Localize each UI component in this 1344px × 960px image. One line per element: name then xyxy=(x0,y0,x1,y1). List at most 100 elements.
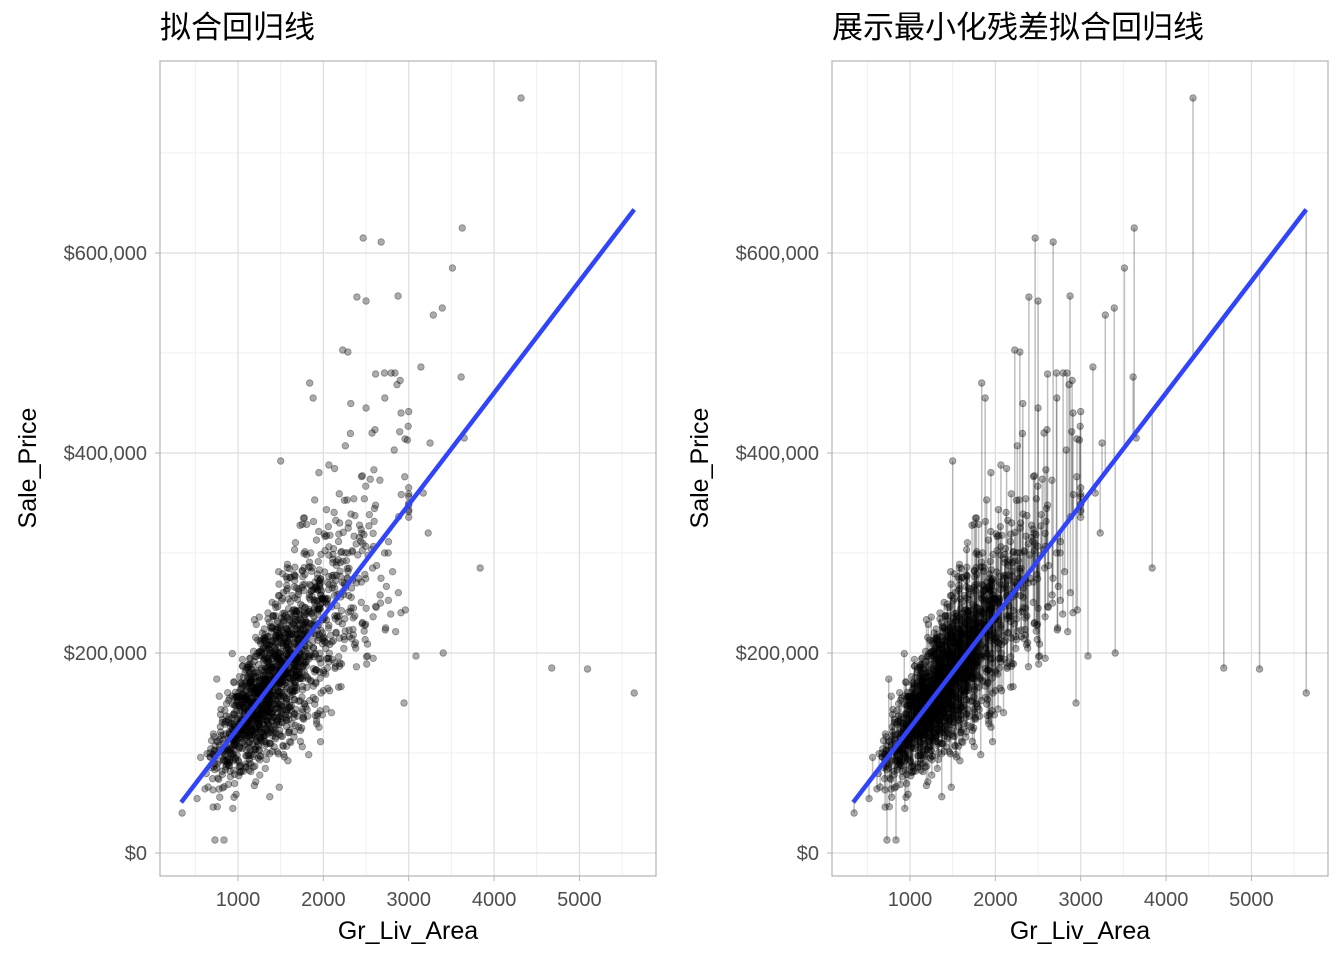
data-point xyxy=(259,720,268,729)
data-point xyxy=(325,461,333,469)
data-point xyxy=(271,705,279,713)
data-point xyxy=(219,757,228,765)
data-point xyxy=(276,638,284,647)
data-point xyxy=(350,495,358,503)
data-point xyxy=(909,761,917,770)
data-point xyxy=(284,605,293,613)
data-point xyxy=(226,773,235,781)
data-point xyxy=(1098,439,1106,447)
data-point xyxy=(222,700,231,708)
data-point xyxy=(298,602,307,610)
data-point xyxy=(296,658,305,666)
data-point xyxy=(227,719,236,728)
data-point xyxy=(263,633,272,641)
data-point xyxy=(261,741,269,750)
x-tick-label: 1000 xyxy=(888,889,933,911)
data-point xyxy=(216,793,224,801)
data-point xyxy=(281,676,289,685)
data-point xyxy=(922,781,931,790)
data-point xyxy=(280,612,288,621)
data-point xyxy=(1069,609,1077,617)
data-point xyxy=(997,543,1005,551)
data-point xyxy=(290,639,299,648)
data-point xyxy=(244,660,253,669)
data-point xyxy=(255,673,263,682)
data-point xyxy=(310,597,319,605)
data-point xyxy=(377,238,385,246)
data-point xyxy=(259,650,268,658)
data-point xyxy=(280,688,288,696)
data-point xyxy=(340,644,348,653)
data-point xyxy=(255,648,263,656)
data-point xyxy=(310,653,318,661)
data-point xyxy=(405,513,413,521)
data-point xyxy=(313,712,321,720)
data-point xyxy=(293,667,301,675)
data-point xyxy=(317,587,326,595)
data-point xyxy=(266,793,274,801)
data-point xyxy=(947,720,955,729)
data-point xyxy=(241,668,249,677)
data-point xyxy=(1110,304,1118,312)
data-point xyxy=(230,741,238,749)
data-point xyxy=(226,748,234,757)
data-point xyxy=(362,652,371,661)
data-point xyxy=(1056,538,1065,546)
data-point xyxy=(325,658,333,666)
data-point xyxy=(270,647,279,656)
data-point xyxy=(227,751,236,759)
data-point xyxy=(238,655,247,664)
data-point xyxy=(279,588,287,597)
data-point xyxy=(269,662,277,670)
data-point xyxy=(224,760,232,768)
data-point xyxy=(247,689,256,697)
data-point xyxy=(271,733,280,741)
data-point xyxy=(371,501,380,509)
data-point xyxy=(267,716,276,724)
data-point xyxy=(878,749,886,757)
data-point xyxy=(264,699,272,707)
data-point xyxy=(257,728,266,737)
data-point xyxy=(282,742,291,750)
data-point xyxy=(296,662,305,670)
data-point xyxy=(963,539,972,547)
data-point xyxy=(331,659,339,667)
data-point xyxy=(265,645,274,653)
data-point xyxy=(230,741,238,749)
data-point xyxy=(320,637,328,645)
data-point xyxy=(264,703,272,711)
data-point xyxy=(211,765,219,774)
data-point xyxy=(275,730,284,738)
data-point xyxy=(362,660,371,668)
y-tick-label: $400,000 xyxy=(736,443,819,465)
data-point xyxy=(272,631,280,640)
data-point xyxy=(242,763,250,771)
data-point xyxy=(344,608,353,616)
data-point xyxy=(219,756,228,764)
data-point xyxy=(267,705,275,713)
data-point xyxy=(235,688,243,697)
data-point xyxy=(285,693,294,701)
data-point xyxy=(238,707,246,716)
data-point xyxy=(254,687,262,696)
data-point xyxy=(316,577,324,585)
data-point xyxy=(965,595,974,604)
data-point xyxy=(290,605,298,614)
data-point xyxy=(269,694,277,703)
data-point xyxy=(287,663,295,672)
data-point xyxy=(245,675,254,683)
data-point xyxy=(238,680,246,688)
data-point xyxy=(299,626,307,635)
data-point xyxy=(222,763,230,771)
data-point xyxy=(1022,495,1030,503)
data-point xyxy=(254,740,262,748)
data-point xyxy=(328,638,336,646)
data-point xyxy=(981,394,989,402)
data-point xyxy=(391,369,399,377)
data-point xyxy=(230,678,238,687)
data-point xyxy=(322,644,330,653)
data-point xyxy=(295,620,303,629)
data-point xyxy=(1069,490,1077,499)
data-point xyxy=(264,644,273,652)
data-point xyxy=(237,761,245,770)
